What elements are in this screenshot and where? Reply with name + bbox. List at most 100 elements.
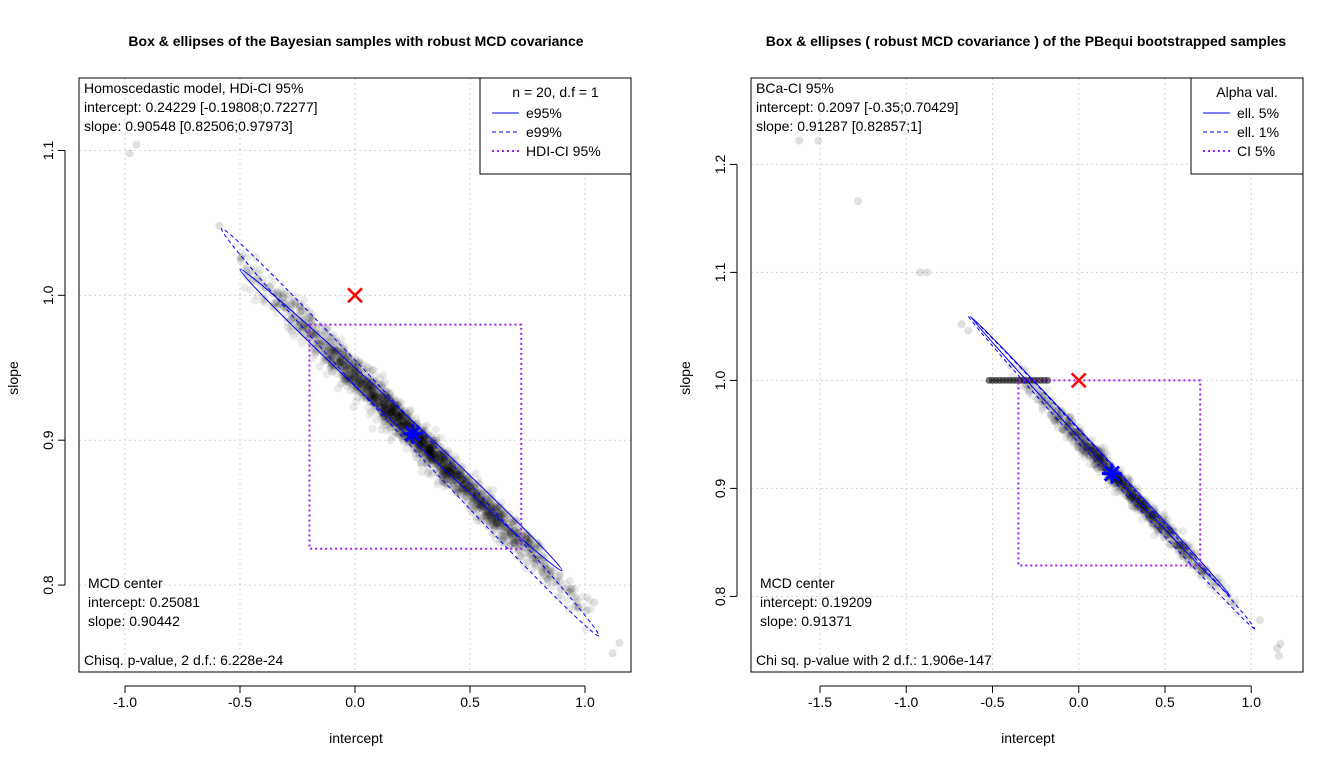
left-sample-point — [389, 411, 398, 420]
left-x-tick-label: -1.0 — [113, 694, 137, 710]
left-sample-point — [476, 489, 485, 498]
left-sample-point — [352, 359, 361, 368]
left-sample-point — [510, 527, 519, 536]
left-sample-point — [423, 421, 432, 430]
left-sample-point — [472, 489, 481, 498]
left-sample-point — [321, 352, 330, 361]
left-sample-point — [359, 380, 368, 389]
left-sample-point — [467, 501, 476, 510]
left-sample-point — [385, 402, 394, 411]
left-sample-point — [367, 407, 376, 416]
left-sample-point — [369, 382, 378, 391]
left-sample-point — [283, 323, 292, 332]
left-sample-point — [433, 449, 442, 458]
left-sample-point — [427, 443, 436, 452]
left-sample-point — [494, 506, 503, 515]
left-sample-point — [419, 437, 428, 446]
left-sample-point — [491, 522, 500, 531]
left-sample-point — [431, 455, 440, 464]
left-sample-point — [354, 377, 363, 386]
left-sample-point — [438, 453, 447, 462]
left-sample-point — [431, 425, 440, 434]
right-y-axis-label: slope — [677, 361, 693, 395]
left-sample-point — [425, 446, 434, 455]
left-sample-point — [379, 394, 388, 403]
left-sample-point — [435, 463, 444, 472]
left-sample-point — [461, 492, 470, 501]
left-sample-point — [287, 321, 296, 330]
left-sample-point — [381, 386, 390, 395]
left-sample-point — [429, 442, 438, 451]
left-sample-point — [326, 345, 335, 354]
left-sample-point — [351, 375, 360, 384]
left-sample-point — [502, 523, 511, 532]
left-sample-point — [426, 444, 435, 453]
left-sample-point — [578, 592, 587, 601]
left-sample-point — [473, 490, 482, 499]
left-sample-point — [448, 470, 457, 479]
left-sample-point — [265, 282, 274, 291]
left-sample-point — [395, 416, 404, 425]
left-sample-point — [487, 509, 496, 518]
left-sample-point — [462, 492, 471, 501]
left-sample-point — [246, 285, 255, 294]
left-sample-point — [345, 357, 354, 366]
left-sample-point — [323, 333, 332, 342]
left-sample-point — [345, 370, 354, 379]
left-sample-point — [350, 375, 359, 384]
left-sample-point — [362, 362, 371, 371]
left-sample-point — [391, 406, 400, 415]
left-sample-point — [382, 410, 391, 419]
left-sample-point — [444, 459, 453, 468]
left-sample-point — [347, 368, 356, 377]
left-sample-point — [572, 598, 581, 607]
left-sample-point — [427, 455, 436, 464]
left-sample-point — [387, 408, 396, 417]
left-sample-point — [530, 544, 539, 553]
left-sample-point — [470, 497, 479, 506]
left-sample-point — [417, 461, 426, 470]
left-sample-point — [307, 317, 316, 326]
left-sample-point — [382, 402, 391, 411]
left-sample-point — [427, 447, 436, 456]
left-sample-point — [423, 457, 432, 466]
left-sample-point — [369, 397, 378, 406]
left-sample-point — [444, 480, 453, 489]
left-sample-point — [439, 455, 448, 464]
left-sample-point — [382, 405, 391, 414]
left-sample-point — [401, 416, 410, 425]
left-sample-point — [555, 584, 564, 593]
left-sample-point — [336, 379, 345, 388]
left-sample-point — [458, 484, 467, 493]
left-sample-point — [463, 496, 472, 505]
left-sample-point — [443, 465, 452, 474]
left-sample-point — [525, 538, 534, 547]
left-sample-point — [495, 522, 504, 531]
left-sample-point — [380, 402, 389, 411]
left-sample-point — [386, 408, 395, 417]
left-sample-point — [388, 404, 397, 413]
left-sample-point — [365, 410, 374, 419]
left-sample-point — [332, 354, 341, 363]
left-sample-point — [535, 554, 544, 563]
right-outlier-point — [795, 136, 804, 145]
left-sample-point — [364, 363, 373, 372]
left-sample-point — [394, 418, 403, 427]
left-sample-point — [532, 540, 541, 549]
left-sample-point — [496, 510, 505, 519]
left-sample-point — [489, 522, 498, 531]
left-sample-point — [513, 536, 522, 545]
left-sample-point — [415, 445, 424, 454]
right-legend-title: Alpha val. — [1216, 84, 1277, 100]
left-sample-point — [470, 481, 479, 490]
left-sample-point — [451, 474, 460, 483]
left-sample-point — [443, 462, 452, 471]
left-sample-point — [387, 402, 396, 411]
left-sample-point — [387, 407, 396, 416]
left-sample-point — [492, 502, 501, 511]
left-sample-point — [370, 387, 379, 396]
left-sample-point — [427, 442, 436, 451]
left-sample-point — [545, 571, 554, 580]
left-sample-point — [374, 409, 383, 418]
left-sample-point — [331, 360, 340, 369]
